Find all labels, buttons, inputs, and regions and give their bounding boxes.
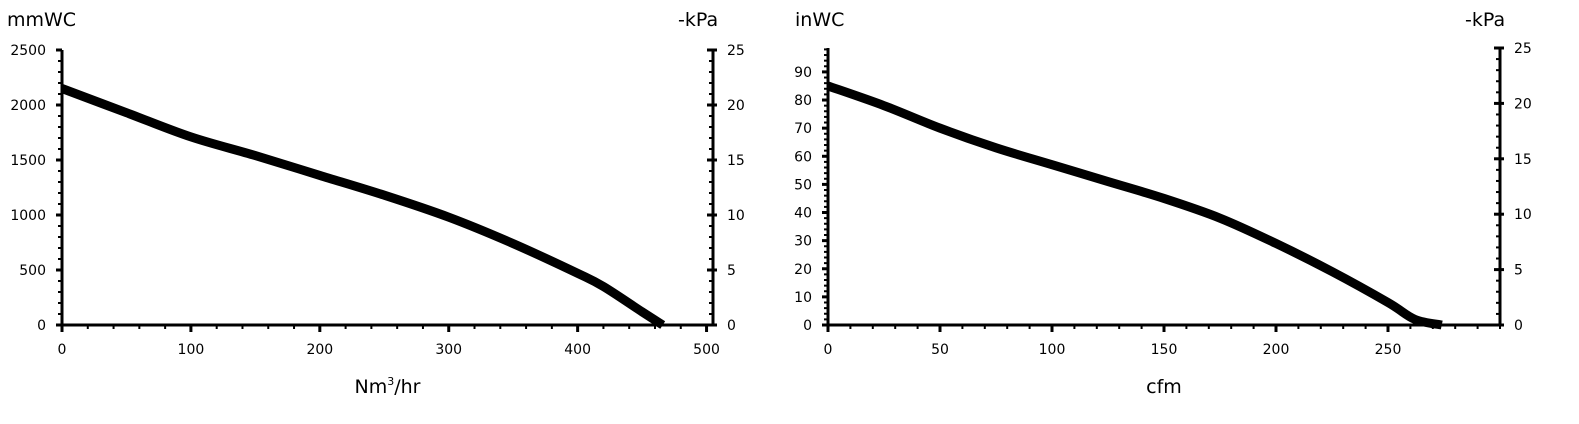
x-tick-label: 0 — [824, 342, 833, 358]
x-tick-label: 150 — [1151, 342, 1178, 358]
x-tick-label: 300 — [435, 342, 462, 358]
y2-tick-label: 5 — [727, 263, 736, 279]
y2-tick-label: 25 — [1514, 41, 1532, 57]
y2-tick-label: 0 — [1514, 318, 1523, 334]
y2-tick-label: 5 — [1514, 263, 1523, 279]
x-axis-title-main: cfm — [1146, 376, 1182, 398]
x-axis-title-main: Nm — [355, 376, 388, 398]
y-tick-label: 90 — [794, 65, 812, 81]
y-tick-label: 500 — [19, 263, 46, 279]
y2-tick-label: 10 — [727, 208, 745, 224]
y-tick-label: 1500 — [10, 153, 46, 169]
y2-tick-label: 15 — [727, 153, 745, 169]
y-tick-label: 0 — [803, 318, 812, 334]
y-tick-label: 50 — [794, 177, 812, 193]
y2-axis-title: -kPa — [678, 9, 718, 31]
y-tick-label: 0 — [37, 318, 46, 334]
x-tick-label: 100 — [178, 342, 205, 358]
y2-tick-label: 25 — [727, 43, 745, 59]
series-line-pressure — [62, 89, 663, 326]
x-tick-label: 0 — [58, 342, 67, 358]
y-tick-label: 30 — [794, 234, 812, 250]
y2-tick-label: 10 — [1514, 207, 1532, 223]
y-tick-label: 20 — [794, 262, 812, 278]
x-axis-title-sup: 3 — [387, 375, 394, 388]
x-tick-label: 400 — [564, 342, 591, 358]
y-tick-label: 2000 — [10, 98, 46, 114]
series-line-pressure — [828, 86, 1442, 325]
y-tick-label: 40 — [794, 206, 812, 222]
chart-1: 0 500 1000 1500 2000 2500 0 5 10 15 20 25 0 100 200 300… — [7, 9, 745, 398]
y-tick-label: 70 — [794, 121, 812, 137]
x-axis-title: cfm — [1146, 376, 1182, 398]
x-tick-label: 100 — [1039, 342, 1066, 358]
y-tick-label: 80 — [794, 93, 812, 109]
y2-axis-title: -kPa — [1465, 9, 1505, 31]
y-axis-title: inWC — [795, 9, 844, 31]
y2-tick-label: 20 — [727, 98, 745, 114]
x-tick-label: 500 — [693, 342, 720, 358]
y-tick-label: 60 — [794, 149, 812, 165]
y-tick-label: 1000 — [10, 208, 46, 224]
x-axis-title-suffix: /hr — [394, 376, 420, 398]
x-tick-label: 200 — [306, 342, 333, 358]
x-tick-label: 250 — [1375, 342, 1402, 358]
y-tick-label: 10 — [794, 290, 812, 306]
y2-tick-label: 0 — [727, 318, 736, 334]
x-tick-label: 200 — [1263, 342, 1290, 358]
y-axis-title: mmWC — [7, 9, 76, 31]
y-tick-label: 2500 — [10, 43, 46, 59]
y2-tick-label: 20 — [1514, 96, 1532, 112]
x-axis-title: Nm3/hr — [355, 375, 421, 398]
x-tick-label: 50 — [931, 342, 949, 358]
y2-tick-label: 15 — [1514, 152, 1532, 168]
